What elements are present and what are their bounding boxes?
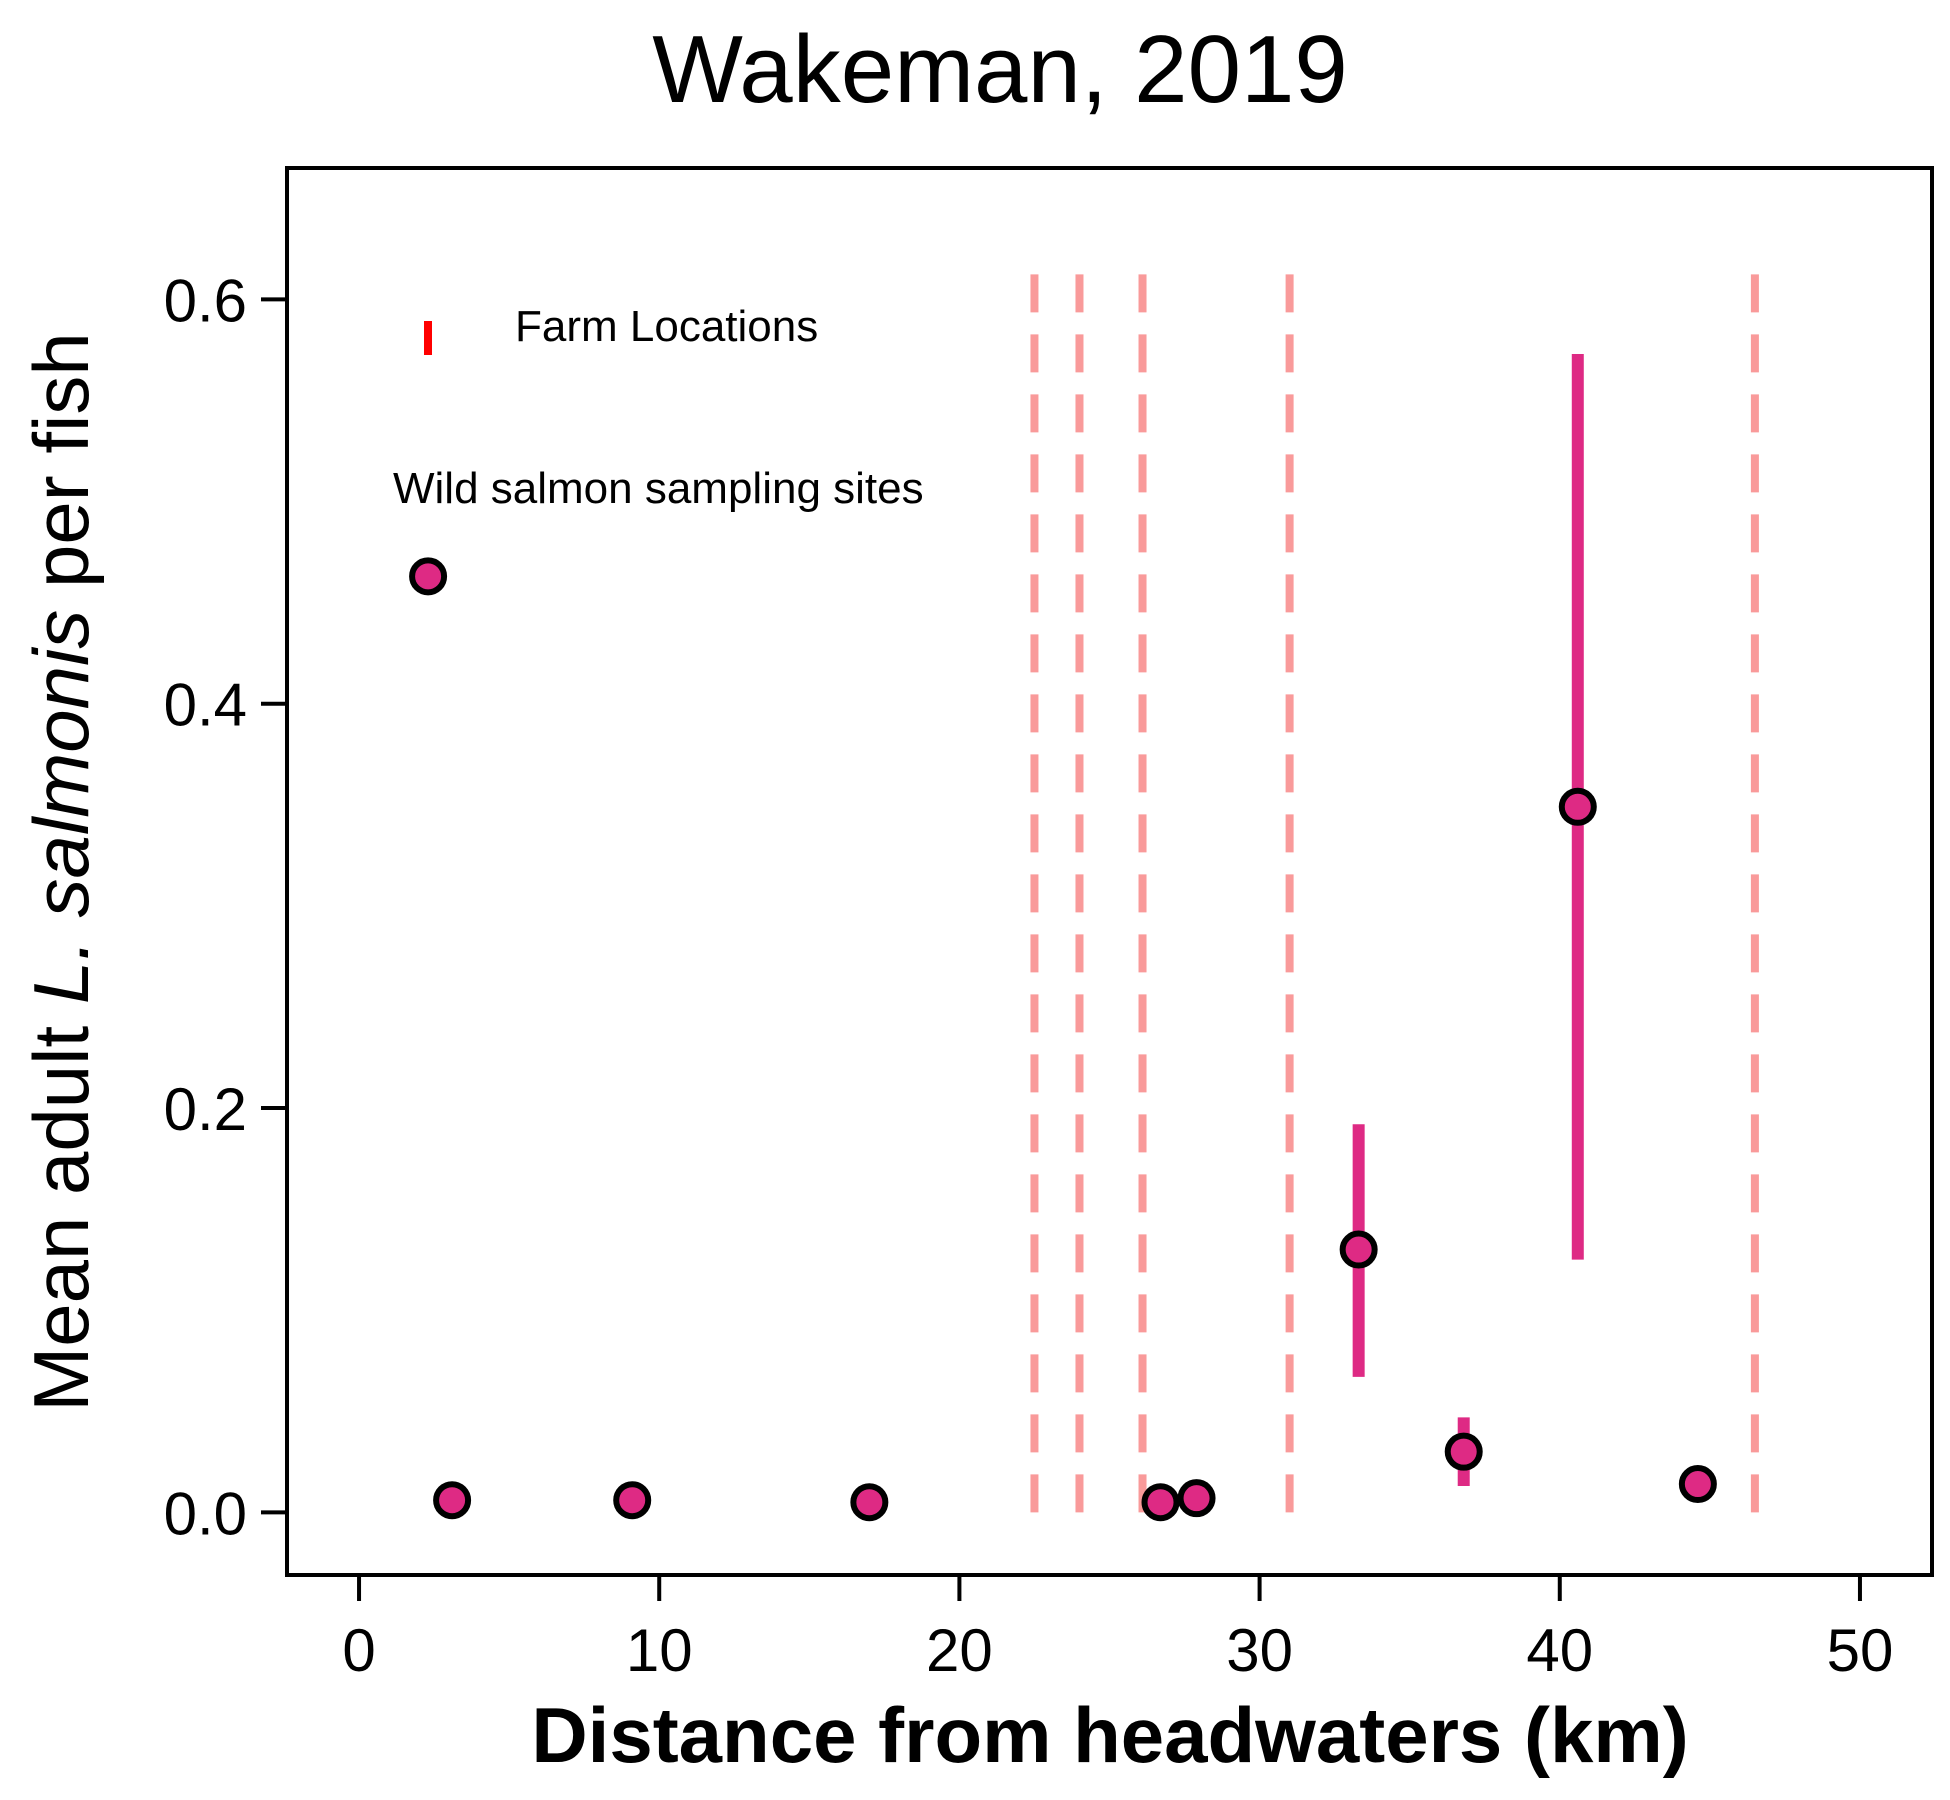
data-point-9 <box>1678 1465 1717 1504</box>
legend-farm-marker <box>424 321 432 355</box>
annotation-point <box>409 557 448 596</box>
y-tick-label: 0.4 <box>164 672 247 739</box>
data-points <box>409 557 1717 1522</box>
data-point-2 <box>613 1481 652 1520</box>
x-tick-label: 30 <box>1226 1617 1293 1684</box>
chart-title: Wakeman, 2019 <box>652 16 1347 123</box>
plot-frame <box>285 166 1934 1577</box>
x-tick-label: 50 <box>1827 1617 1894 1684</box>
data-point-3 <box>850 1483 889 1522</box>
y-axis-label-italic: L. salmonis <box>17 610 105 1005</box>
legend: Farm Locations Wild salmon sampling site… <box>393 302 924 513</box>
y-axis-label: Mean adult L. salmonis per fish <box>17 332 105 1412</box>
y-tick-label: 0.0 <box>164 1480 247 1547</box>
y-axis-label-part-2: per fish <box>17 332 105 609</box>
data-point-8 <box>1558 787 1597 826</box>
data-point-7 <box>1444 1432 1483 1471</box>
data-point-1 <box>433 1481 472 1520</box>
x-axis-ticks: 0 10 20 30 40 50 <box>342 1575 1893 1684</box>
x-tick-label: 0 <box>342 1617 375 1684</box>
legend-sites-label: Wild salmon sampling sites <box>393 464 924 513</box>
x-tick-label: 20 <box>926 1617 993 1684</box>
y-tick-label: 0.6 <box>164 267 247 334</box>
legend-farm-label: Farm Locations <box>515 302 818 351</box>
x-tick-label: 10 <box>626 1617 693 1684</box>
error-bars <box>1352 353 1704 1497</box>
x-axis-label: Distance from headwaters (km) <box>531 1691 1688 1779</box>
data-point-5 <box>1177 1479 1216 1518</box>
y-axis-ticks: 0.0 0.2 0.4 0.6 <box>164 267 287 1547</box>
x-tick-label: 40 <box>1526 1617 1593 1684</box>
y-tick-label: 0.2 <box>164 1076 247 1143</box>
data-point-4 <box>1141 1483 1180 1522</box>
farm-lines <box>1030 269 1759 1513</box>
y-axis-label-part-1: Mean adult <box>17 1004 105 1412</box>
data-point-6 <box>1339 1230 1378 1269</box>
